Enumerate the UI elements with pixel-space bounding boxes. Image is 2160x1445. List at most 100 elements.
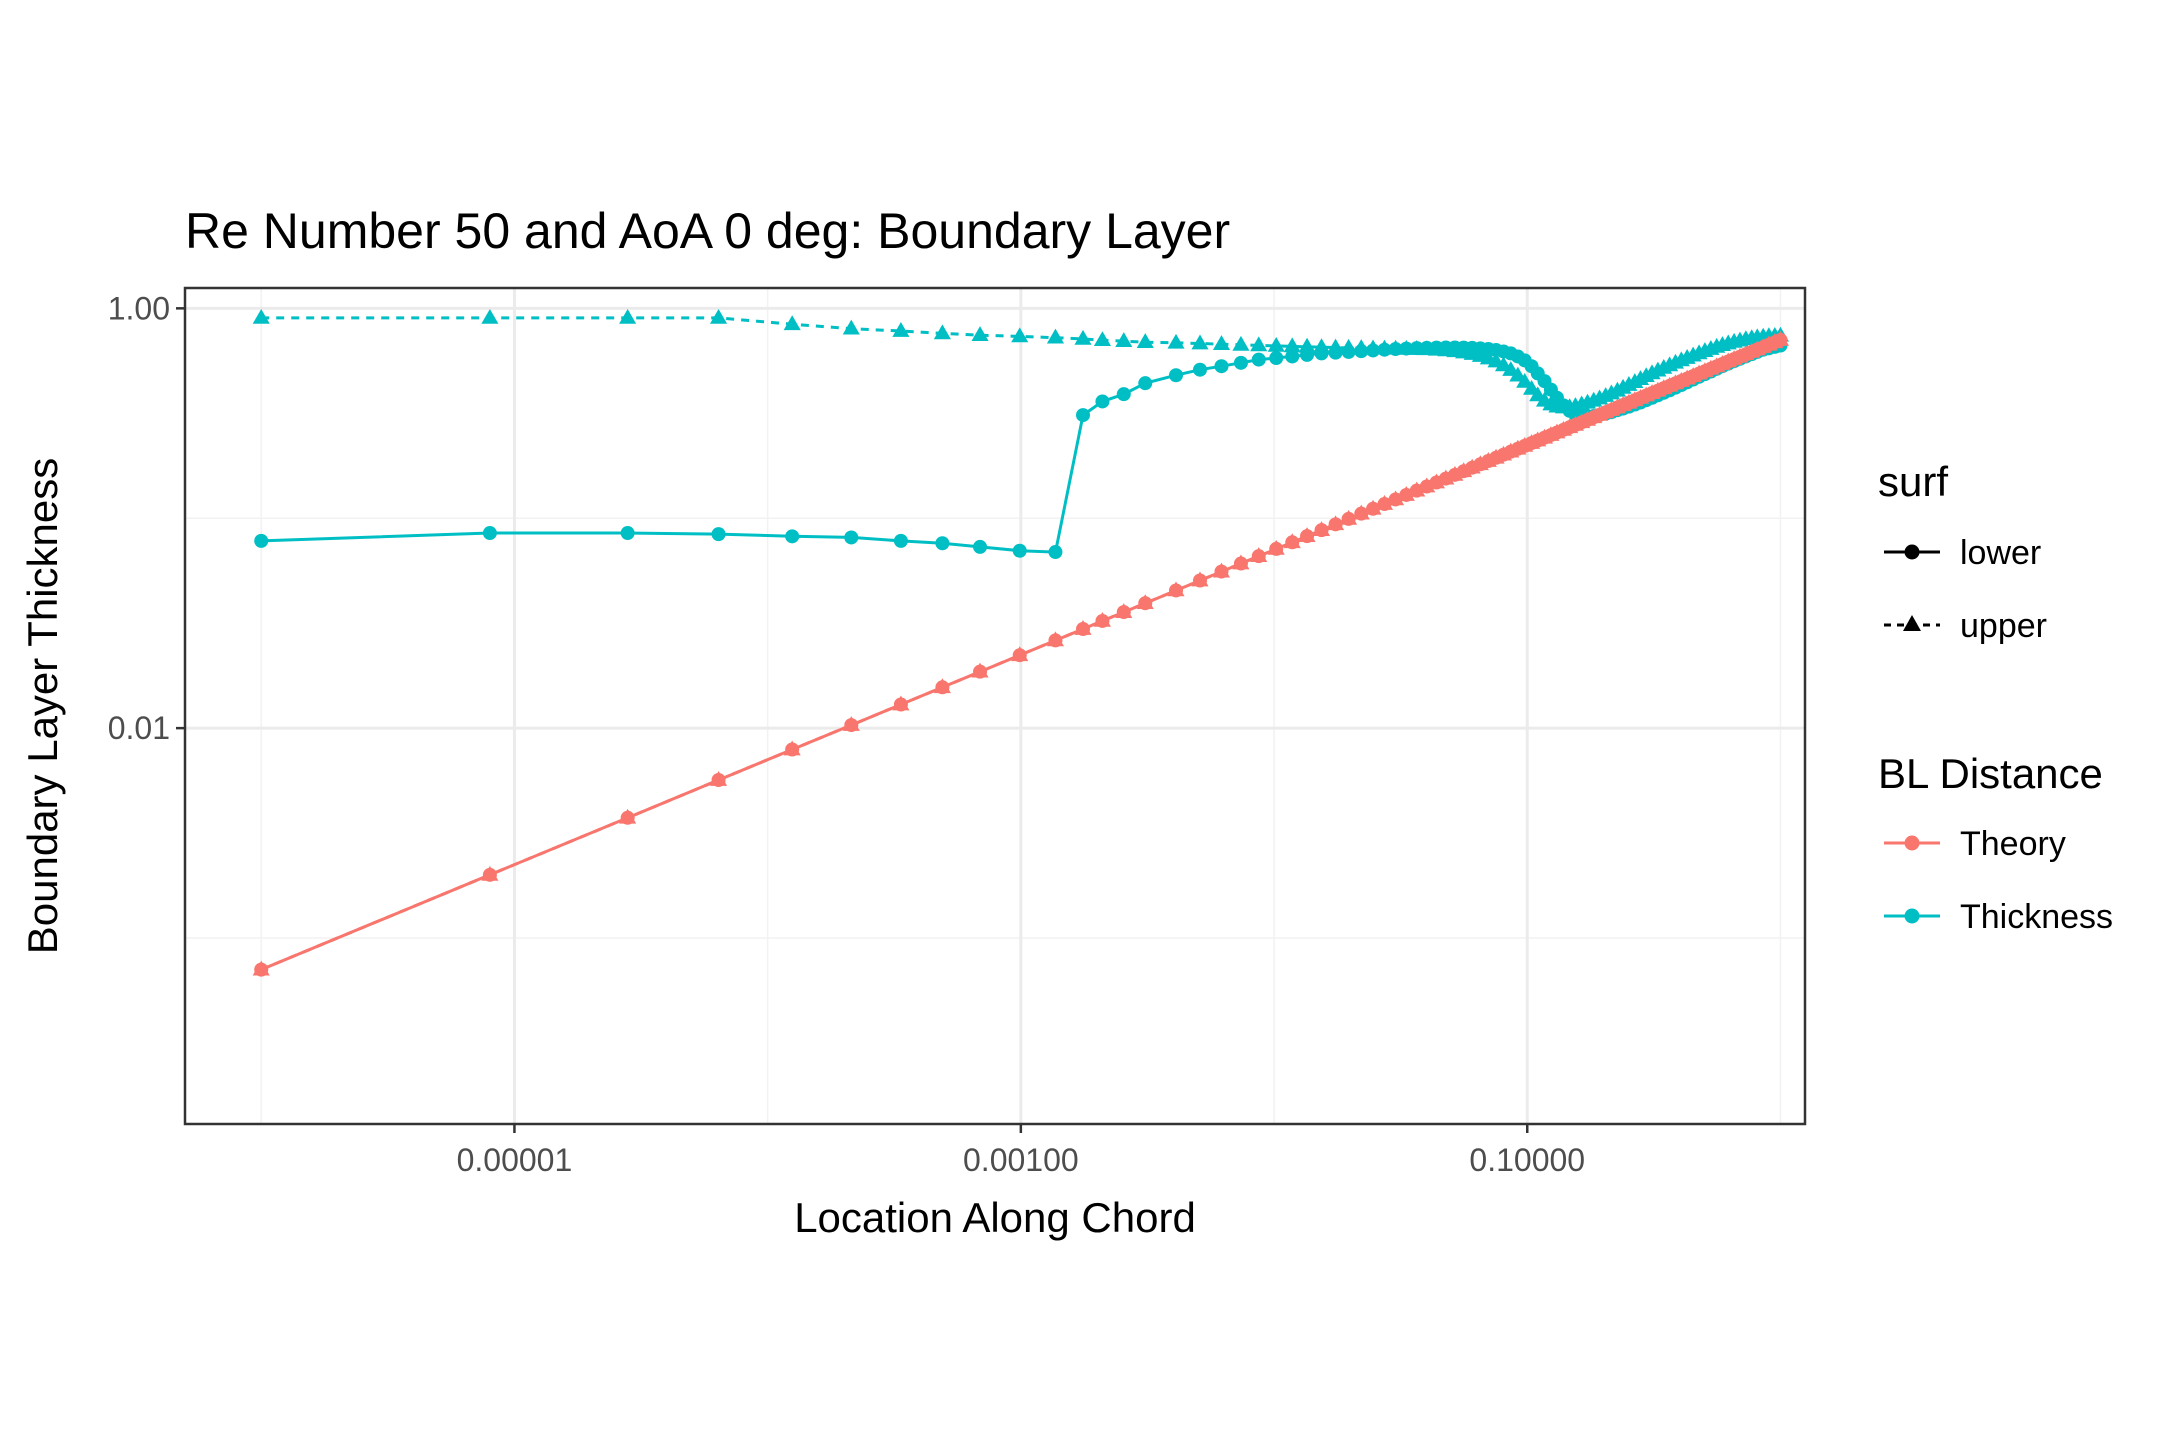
- data-point-theory-upper: [1115, 603, 1133, 618]
- data-point-theory-upper: [1267, 539, 1285, 555]
- data-point-theory-upper: [1437, 469, 1455, 485]
- data-point-theory-upper: [1046, 631, 1065, 647]
- data-point-thickness-upper: [1212, 335, 1231, 351]
- data-point-thickness-lower: [482, 526, 497, 541]
- legend-label-lower: lower: [1960, 534, 2041, 572]
- data-point-thickness-lower: [1012, 543, 1027, 558]
- legend-label-theory: Theory: [1960, 825, 2066, 863]
- data-point-theory-upper: [1250, 547, 1268, 563]
- legend-marker-theory: [1904, 835, 1920, 851]
- data-point-thickness-upper: [1387, 339, 1405, 355]
- data-point-thickness-upper: [1191, 334, 1209, 350]
- legend-marker-circle: [1904, 544, 1920, 560]
- data-point-theory-upper: [1364, 499, 1382, 515]
- data-point-thickness-upper: [619, 308, 637, 324]
- data-point-thickness-upper: [1136, 333, 1154, 349]
- data-point-thickness-upper: [1011, 327, 1029, 343]
- data-point-thickness-lower: [1193, 362, 1208, 377]
- data-point-thickness-lower: [1233, 355, 1248, 370]
- data-point-thickness-lower: [973, 539, 988, 554]
- panel-background: [185, 288, 1805, 1124]
- data-point-thickness-lower: [1169, 368, 1184, 383]
- data-point-thickness-upper: [1375, 339, 1394, 355]
- legend-key-upper: [1884, 615, 1940, 631]
- legend-label-upper: upper: [1960, 607, 2047, 645]
- data-point-thickness-upper: [1267, 336, 1285, 352]
- data-point-theory-upper: [252, 960, 270, 976]
- x-tick-label: 0.10000: [1469, 1142, 1585, 1178]
- y-tick-label: 0.01: [108, 710, 170, 746]
- chart-title: Re Number 50 and AoA 0 deg: Boundary Lay…: [185, 203, 1230, 259]
- data-point-theory-upper: [1212, 562, 1231, 578]
- x-axis: 0.00001 0.00100 0.10000: [457, 1124, 1585, 1178]
- legend-key-theory: [1884, 835, 1940, 851]
- data-point-thickness-lower: [1116, 387, 1131, 402]
- x-axis-title: Location Along Chord: [794, 1194, 1196, 1241]
- data-point-thickness-lower: [785, 529, 800, 544]
- data-point-thickness-lower: [1095, 394, 1110, 409]
- legend-marker-thickness: [1904, 908, 1920, 924]
- data-point-theory-upper: [1074, 619, 1092, 635]
- data-point-theory-upper: [1011, 646, 1029, 662]
- data-point-thickness-upper: [1364, 339, 1382, 355]
- data-point-theory-upper: [783, 740, 801, 756]
- data-point-theory-upper: [1352, 504, 1370, 520]
- data-point-theory-upper: [971, 662, 989, 678]
- data-point-thickness-upper: [892, 321, 910, 337]
- plot-border: [183, 286, 1807, 1126]
- data-point-theory-upper: [619, 808, 637, 824]
- data-point-thickness-lower: [254, 533, 269, 548]
- data-point-thickness-upper: [1115, 332, 1133, 347]
- legend-marker-triangle: [1903, 615, 1921, 631]
- data-point-thickness-lower: [935, 536, 950, 551]
- data-point-theory-upper: [1408, 481, 1426, 497]
- legend: surf lower upper BL Distance Theory Thic…: [1878, 458, 2113, 936]
- data-point-thickness-upper: [1327, 338, 1345, 354]
- data-point-thickness-upper: [842, 319, 860, 335]
- data-point-theory-upper: [1312, 521, 1331, 536]
- legend-label-thickness: Thickness: [1960, 898, 2113, 936]
- data-point-thickness-upper: [1074, 329, 1092, 345]
- data-point-theory-upper: [892, 695, 910, 711]
- data-point-thickness-lower: [1214, 359, 1229, 374]
- data-point-thickness-lower: [1138, 376, 1153, 391]
- data-point-theory-upper: [1340, 509, 1358, 525]
- data-point-thickness-lower: [1048, 545, 1063, 560]
- data-point-theory-upper: [1136, 594, 1154, 610]
- data-point-thickness-upper: [1167, 333, 1185, 349]
- data-point-thickness-upper: [1340, 338, 1358, 354]
- data-point-thickness-lower: [1076, 408, 1091, 423]
- data-point-theory-upper: [1232, 554, 1250, 570]
- data-point-thickness-upper: [971, 326, 989, 342]
- data-point-thickness-upper: [1516, 372, 1534, 388]
- data-point-thickness-upper: [1298, 337, 1316, 353]
- data-point-theory-upper: [710, 771, 728, 786]
- data-point-theory-upper: [1375, 495, 1394, 510]
- data-point-theory-upper: [1427, 473, 1446, 489]
- data-point-thickness-upper: [1046, 328, 1065, 344]
- data-point-thickness-upper: [1283, 337, 1301, 353]
- data-point-theory-upper: [933, 678, 951, 694]
- data-point-theory-upper: [1298, 527, 1316, 542]
- data-point-theory-upper: [1397, 485, 1415, 501]
- data-point-thickness-lower: [1251, 352, 1266, 367]
- legend-key-thickness: [1884, 908, 1940, 924]
- data-point-theory-upper: [481, 865, 499, 881]
- legend-title-bl-distance: BL Distance: [1878, 750, 2103, 797]
- x-tick-label: 0.00001: [457, 1142, 573, 1178]
- data-point-theory-upper: [1283, 533, 1301, 549]
- data-point-thickness-lower: [711, 527, 726, 542]
- data-point-thickness-upper: [1312, 338, 1331, 354]
- series-layer: [252, 308, 1790, 977]
- data-point-thickness-lower: [1285, 349, 1300, 364]
- data-point-thickness-upper: [1232, 335, 1250, 351]
- data-point-theory-upper: [1418, 477, 1436, 493]
- x-tick-label: 0.00100: [963, 1142, 1079, 1178]
- data-point-thickness-upper: [252, 308, 270, 324]
- data-point-theory-upper: [1167, 581, 1185, 597]
- data-point-theory-upper: [1387, 490, 1405, 506]
- data-point-thickness-lower: [620, 526, 635, 541]
- data-point-thickness-upper: [1093, 331, 1111, 347]
